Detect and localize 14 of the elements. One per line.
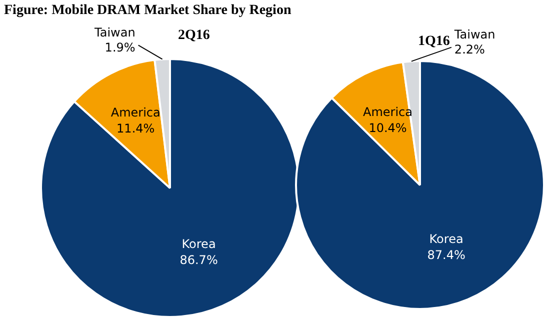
- slice-label: Korea: [429, 232, 464, 246]
- slice-label: Taiwan: [93, 25, 136, 40]
- slice-label: America: [110, 106, 160, 120]
- data-label: 86.7%: [180, 252, 218, 267]
- slice-label: Taiwan: [453, 27, 496, 42]
- data-label: 1.9%: [104, 40, 136, 54]
- data-label: 10.4%: [368, 120, 407, 135]
- slice-label: Korea: [182, 236, 216, 251]
- chart-subtitle: 1Q16: [418, 34, 450, 50]
- data-label: 87.4%: [427, 248, 466, 262]
- data-label: 11.4%: [116, 122, 155, 136]
- chart-subtitle: 2Q16: [178, 28, 210, 44]
- chart-title: Figure: Mobile DRAM Market Share by Region: [4, 3, 292, 19]
- data-label: 2.2%: [454, 42, 485, 56]
